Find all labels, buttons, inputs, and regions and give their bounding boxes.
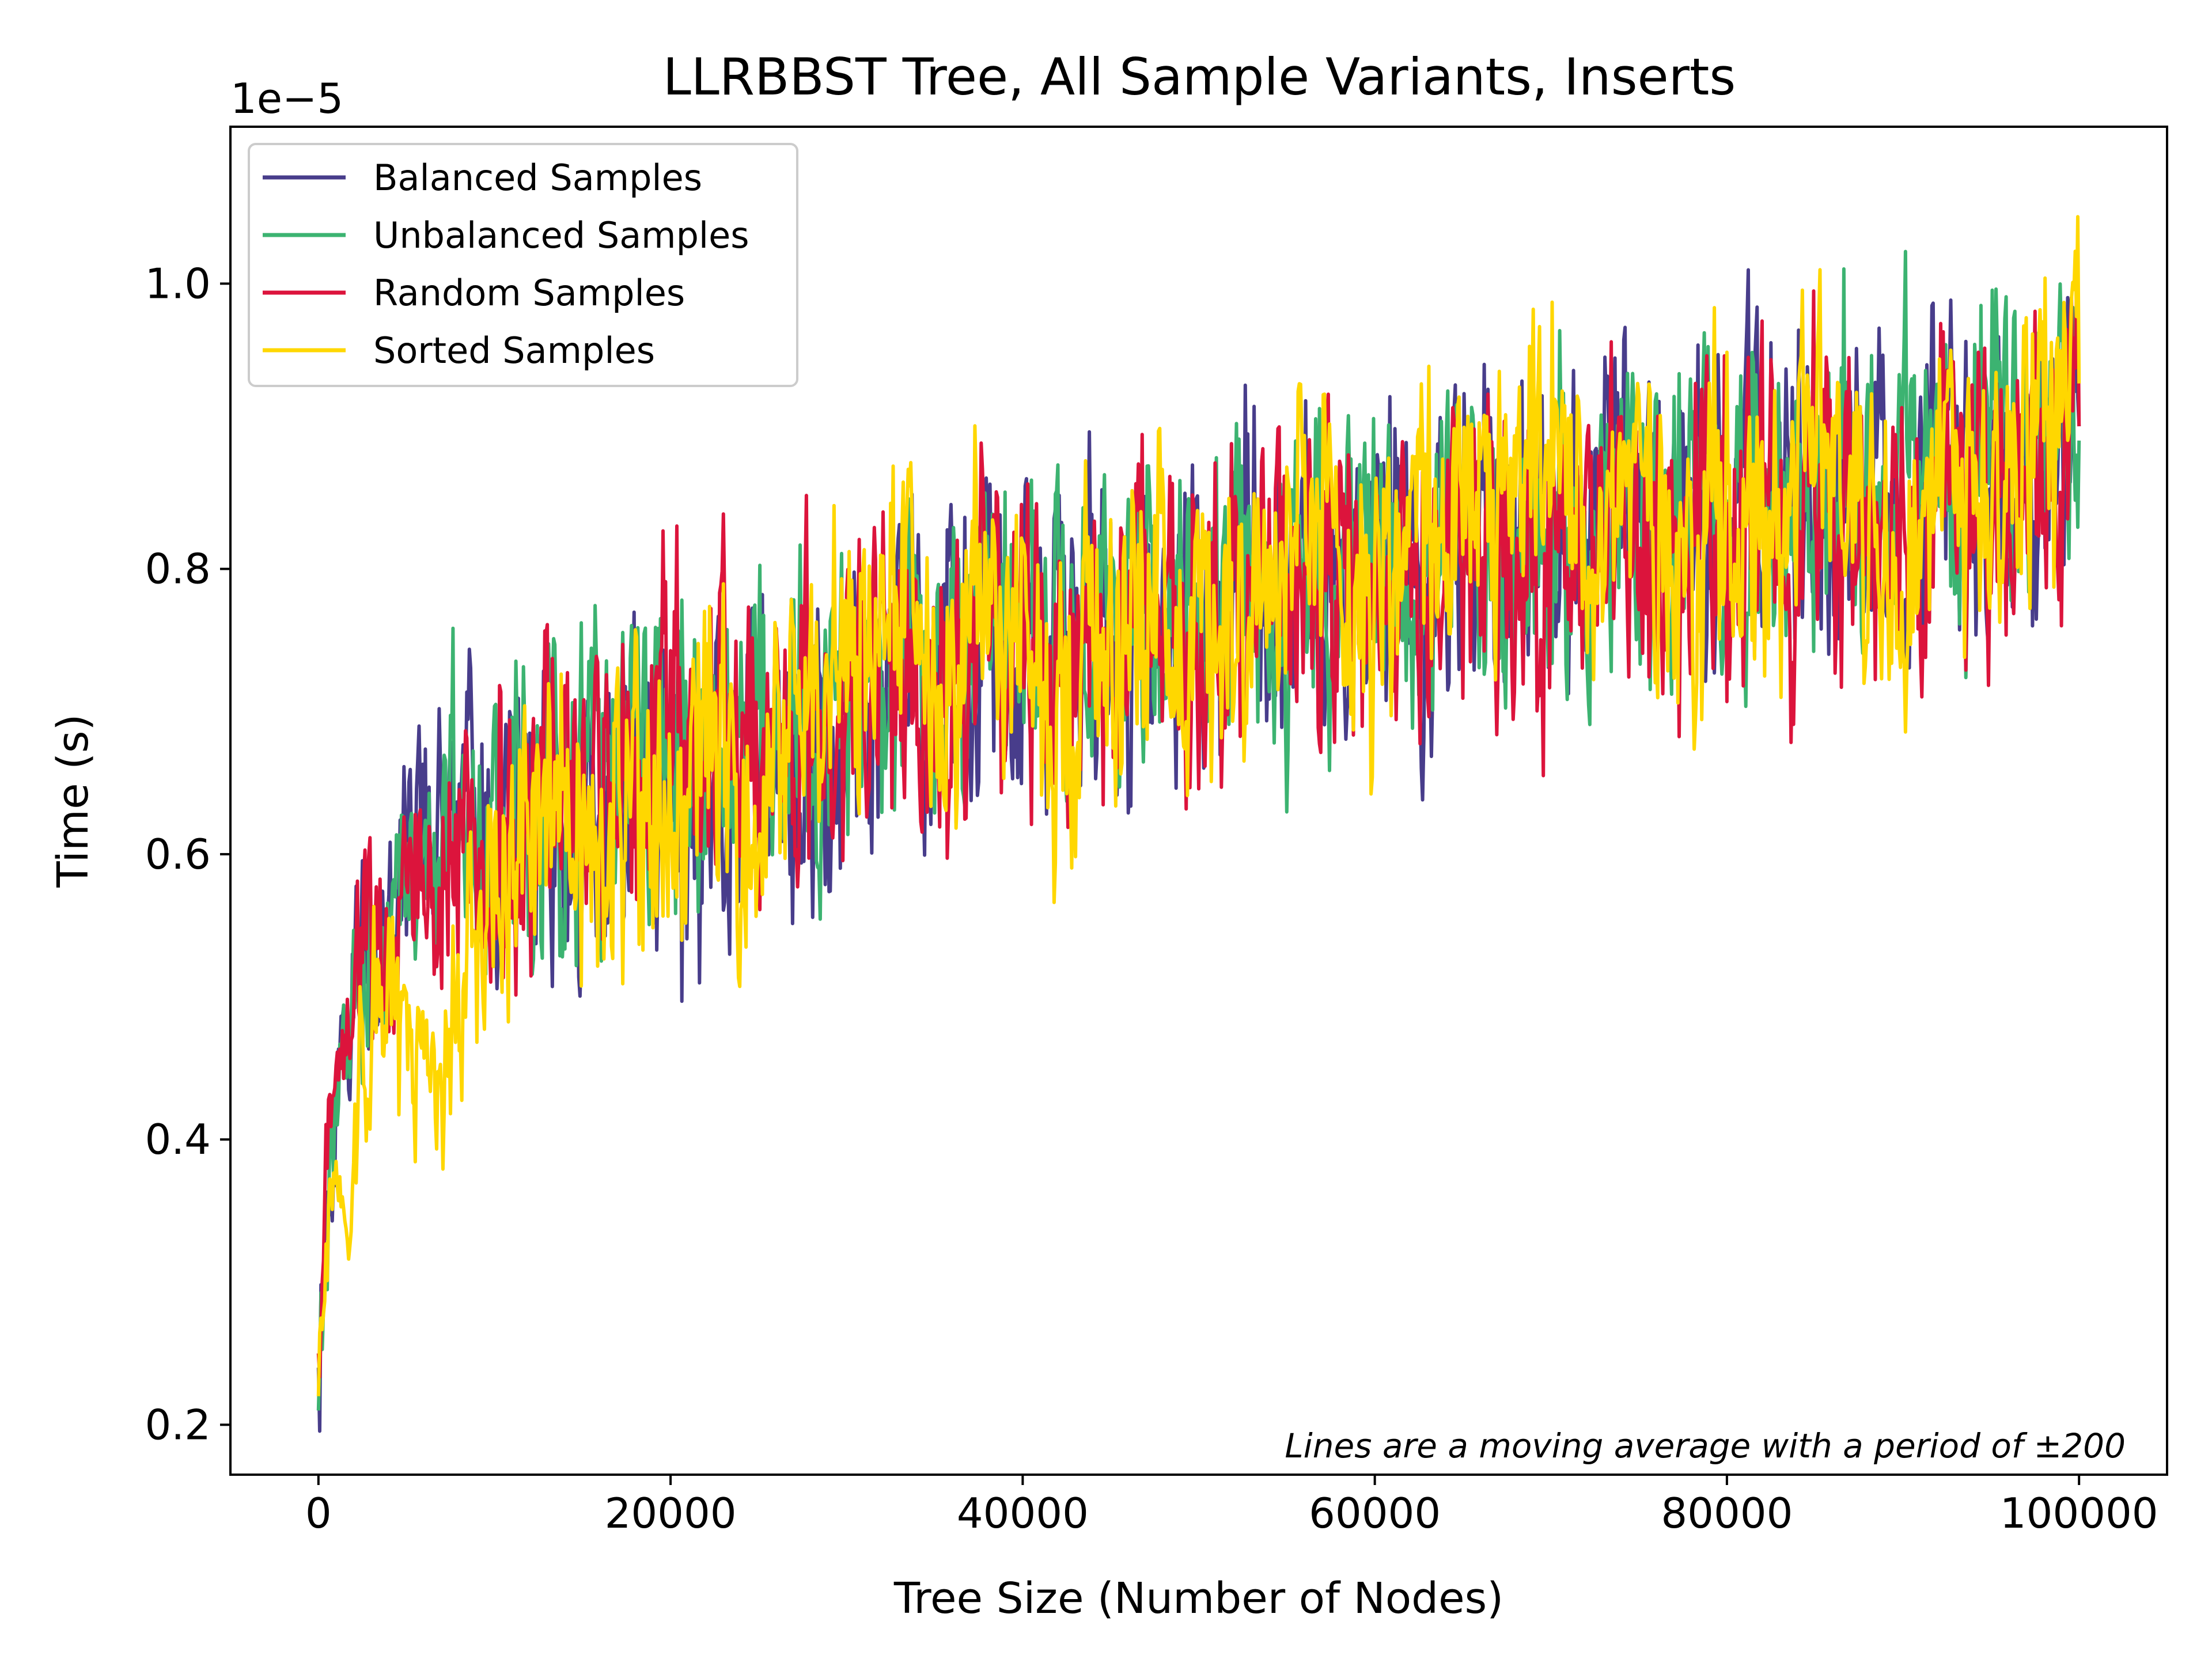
y-tick-label: 0.2 xyxy=(145,1400,211,1449)
x-axis-ticks: 0 20000 40000 60000 80000 100000 xyxy=(305,1475,2158,1537)
x-tick-label: 100000 xyxy=(2000,1489,2158,1537)
y-tick-label: 1.0 xyxy=(145,259,211,308)
legend: Balanced Samples Unbalanced Samples Random… xyxy=(248,143,798,387)
moving-average-note: Lines are a moving average with a period… xyxy=(1285,1426,2126,1465)
chart-title: LLRBBST Tree, All Sample Variants, Inser… xyxy=(663,47,1736,107)
legend-label-random-samples: Random Samples xyxy=(373,272,685,314)
y-tick-label: 0.8 xyxy=(145,545,211,593)
plot-area xyxy=(316,215,2081,1433)
y-axis-ticks: 0.2 0.4 0.6 0.8 1.0 xyxy=(145,259,230,1449)
x-axis-label: Tree Size (Number of Nodes) xyxy=(893,1574,1503,1623)
y-tick-label: 0.6 xyxy=(145,830,211,878)
y-axis-label: Time (s) xyxy=(48,714,98,888)
y-tick-label: 0.4 xyxy=(145,1115,211,1164)
legend-label-unbalanced-samples: Unbalanced Samples xyxy=(373,214,749,256)
x-tick-label: 60000 xyxy=(1309,1489,1441,1537)
series-line-sorted-samples xyxy=(316,215,2081,1396)
legend-label-sorted-samples: Sorted Samples xyxy=(373,329,655,372)
x-tick-label: 20000 xyxy=(605,1489,737,1537)
series-group xyxy=(316,215,2081,1433)
y-axis-offset-label: 1e−5 xyxy=(230,74,343,123)
legend-label-balanced-samples: Balanced Samples xyxy=(373,157,702,199)
plot-frame xyxy=(229,126,2168,1476)
legend-items: Balanced Samples Unbalanced Samples Random… xyxy=(263,157,749,372)
legend-box xyxy=(248,143,798,387)
x-tick-label: 0 xyxy=(305,1489,332,1537)
x-tick-label: 80000 xyxy=(1661,1489,1793,1537)
x-tick-label: 40000 xyxy=(957,1489,1089,1537)
